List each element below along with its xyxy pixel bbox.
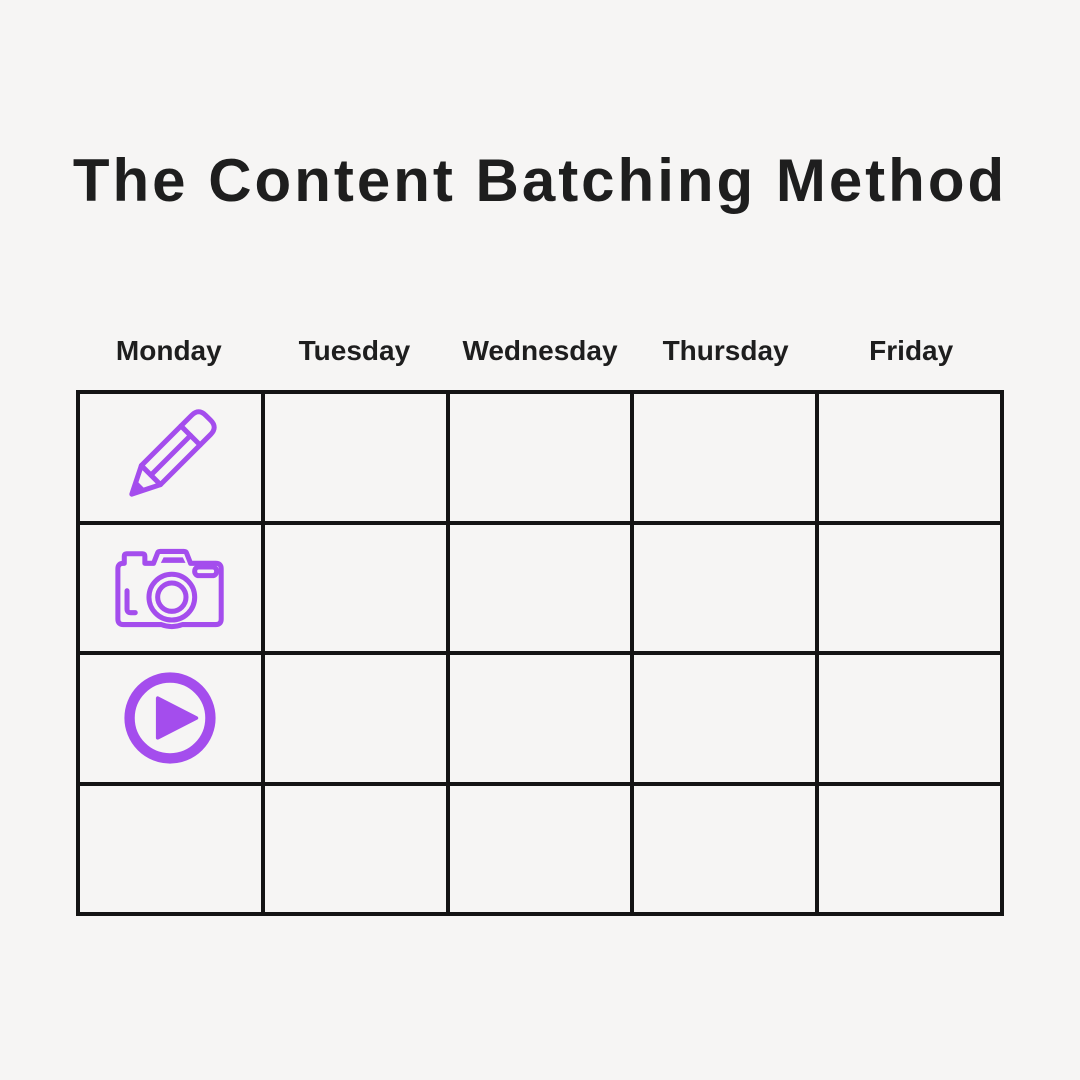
calendar-cell-thursday-row4 [632,783,818,914]
calendar-cell-tuesday-row4 [262,783,448,914]
calendar-cell-monday-row4 [78,783,263,914]
calendar-cell-monday-row1 [78,392,263,523]
calendar-cell-wednesday-row2 [447,522,633,653]
page-title: The Content Batching Method [72,147,1008,214]
calendar-cell-friday-row1 [817,392,1002,523]
day-header-tuesday: Tuesday [298,335,411,366]
day-header-friday: Friday [869,335,954,366]
calendar-cell-friday-row2 [817,522,1002,653]
calendar-cell-wednesday-row3 [447,653,633,784]
calendar-cell-monday-row3 [78,653,263,784]
calendar-cell-friday-row3 [817,653,1002,784]
calendar-cell-thursday-row3 [632,653,818,784]
camera-icon [115,548,225,629]
calendar-cell-thursday-row2 [632,522,818,653]
calendar-cell-thursday-row1 [632,392,818,523]
content-calendar-grid [76,390,1004,916]
play-icon [124,672,216,764]
pencil-icon [129,409,218,497]
day-header-wednesday: Wednesday [462,335,618,366]
calendar-cell-monday-row2 [78,522,263,653]
day-header-row: Monday Tuesday Wednesday Thursday Friday [76,334,1004,368]
calendar-cell-wednesday-row4 [447,783,633,914]
day-header-monday: Monday [115,335,222,366]
day-header-thursday: Thursday [662,335,789,366]
calendar-cell-friday-row4 [817,783,1002,914]
calendar-cell-tuesday-row2 [262,522,448,653]
calendar-cell-wednesday-row1 [447,392,633,523]
calendar-cell-tuesday-row1 [262,392,448,523]
calendar-cell-tuesday-row3 [262,653,448,784]
